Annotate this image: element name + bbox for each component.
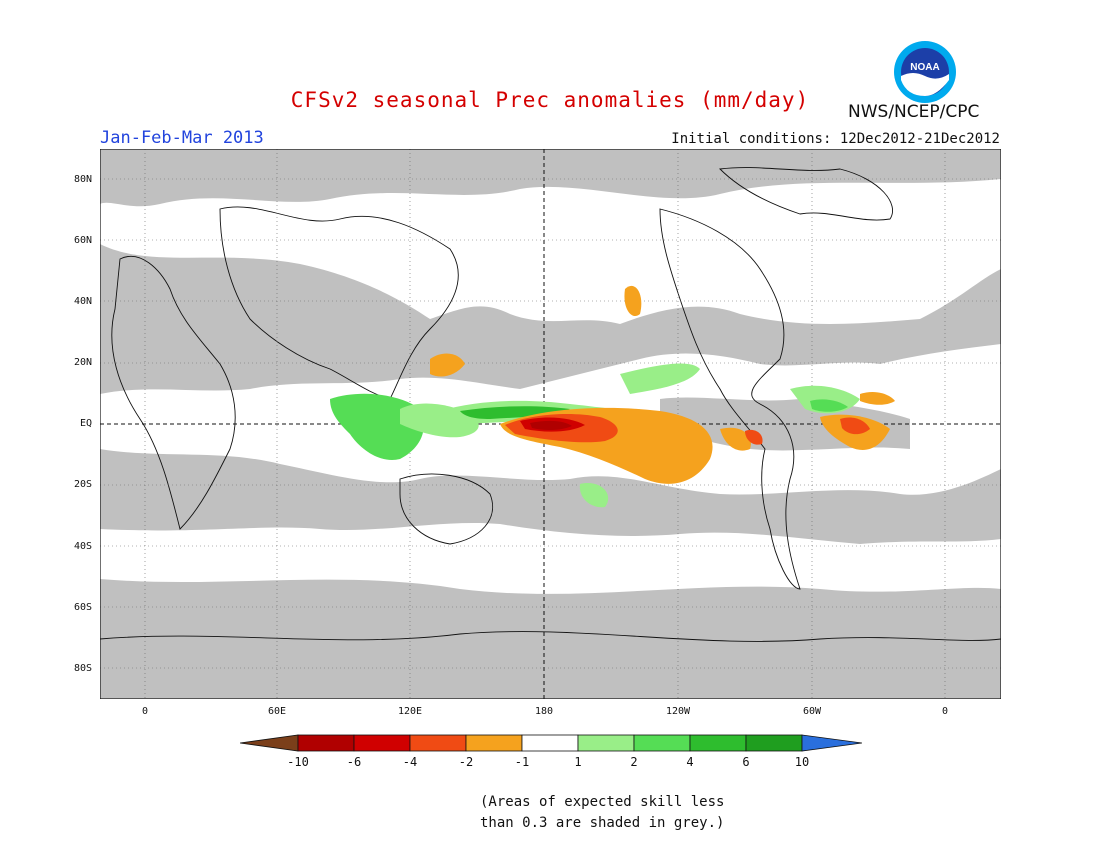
colorbar-label: 10 [794, 755, 810, 769]
colorbar-seg [633, 734, 691, 752]
skill-note: (Areas of expected skill less than 0.3 a… [480, 792, 724, 834]
lon-label: 0 [141, 706, 149, 717]
precip-anomaly-map [100, 149, 1001, 699]
colorbar-seg [409, 734, 467, 752]
lat-label: EQ [79, 418, 92, 429]
map-title: CFSv2 seasonal Prec anomalies (mm/day) [290, 88, 810, 112]
lon-label: 60E [267, 706, 287, 717]
colorbar-label: -1 [514, 755, 530, 769]
skill-note-line2: than 0.3 are shaded in grey.) [480, 815, 725, 831]
skill-shading [100, 149, 1001, 699]
agency-label: NWS/NCEP/CPC [848, 102, 980, 122]
colorbar-label: 1 [574, 755, 582, 769]
colorbar-label: -2 [458, 755, 474, 769]
colorbar-label: -4 [402, 755, 418, 769]
colorbar-seg [577, 734, 635, 752]
colorbar-seg [521, 734, 579, 752]
lat-label: 40N [73, 296, 92, 307]
colorbar-label: 6 [742, 755, 750, 769]
lon-label: 60W [802, 706, 822, 717]
skill-note-line1: (Areas of expected skill less [480, 794, 725, 810]
colorbar-label: 4 [686, 755, 694, 769]
colorbar-label: -6 [346, 755, 362, 769]
lat-label: 40S [73, 541, 92, 552]
colorbar-seg [297, 734, 355, 752]
lat-label: 60S [73, 602, 92, 613]
lat-label: 80S [73, 663, 92, 674]
lon-label: 120E [397, 706, 423, 717]
forecast-period: Jan-Feb-Mar 2013 [100, 128, 264, 148]
lat-label: 80N [73, 174, 92, 185]
colorbar-seg [689, 734, 747, 752]
colorbar-seg [745, 734, 803, 752]
colorbar-seg [353, 734, 411, 752]
lat-label: 20S [73, 479, 92, 490]
coastlines [100, 167, 1001, 642]
colorbar-seg [465, 734, 523, 752]
lon-label: 120W [665, 706, 691, 717]
lon-label: 0 [941, 706, 949, 717]
colorbar [240, 734, 862, 752]
lat-label: 20N [73, 357, 92, 368]
noaa-logo-icon: NOAA [894, 41, 956, 103]
wet-anomalies [330, 363, 860, 508]
svg-text:NOAA: NOAA [910, 62, 939, 73]
lon-label: 180 [534, 706, 554, 717]
dry-anomalies [430, 285, 895, 484]
lat-label: 60N [73, 235, 92, 246]
colorbar-label: 2 [630, 755, 638, 769]
colorbar-label: -10 [287, 755, 309, 769]
colorbar-seg-lt-10 [240, 734, 299, 752]
initial-conditions: Initial conditions: 12Dec2012-21Dec2012 [671, 131, 1000, 147]
colorbar-seg-gt-10 [801, 734, 862, 752]
